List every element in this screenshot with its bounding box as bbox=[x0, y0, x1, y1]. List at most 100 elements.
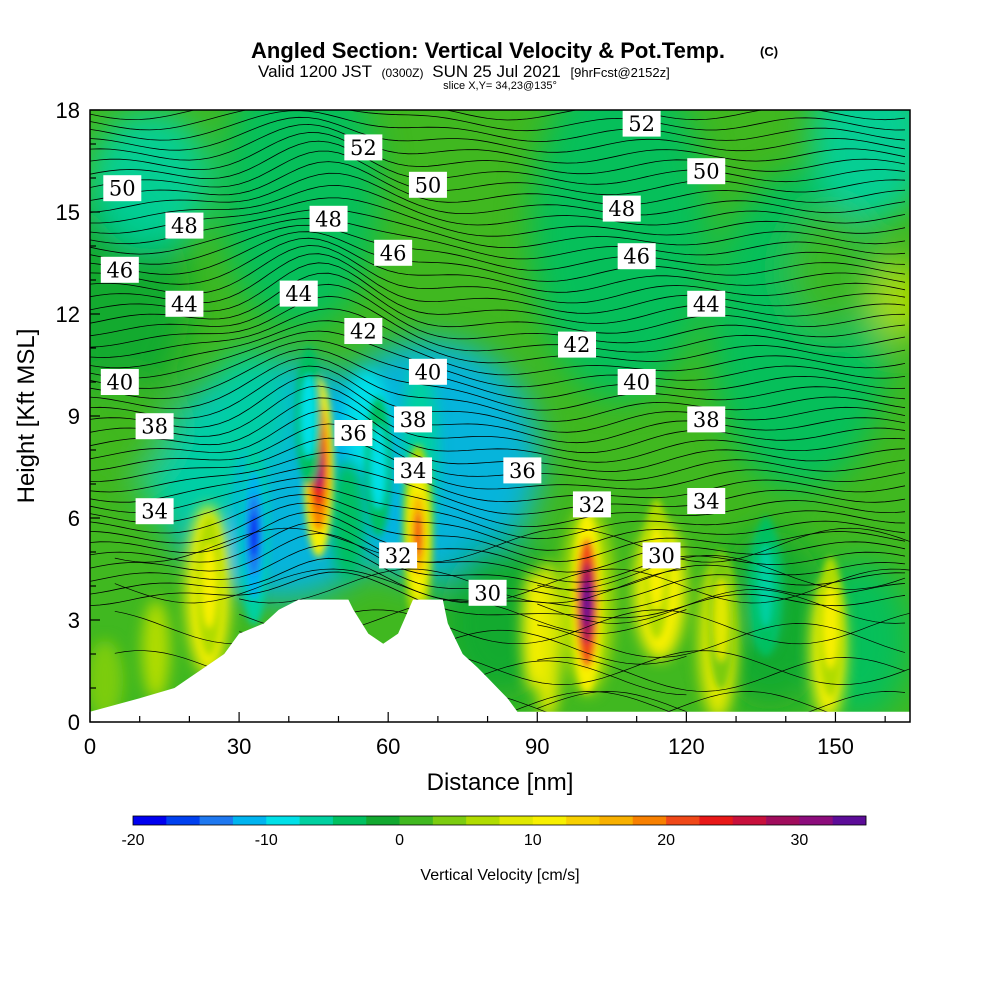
colorbar-swatch bbox=[699, 816, 734, 825]
theta-contour-line bbox=[90, 123, 906, 164]
contour-value: 40 bbox=[415, 360, 442, 384]
theta-contour-line bbox=[114, 527, 910, 563]
colorbar-swatch bbox=[532, 816, 567, 825]
theta-contour-line bbox=[90, 532, 906, 593]
velocity-cell bbox=[822, 584, 839, 669]
colorbar-frame bbox=[132, 815, 867, 826]
colorbar-tick-label: -10 bbox=[255, 832, 278, 849]
theta-contour-line bbox=[90, 237, 906, 293]
contour-value: 44 bbox=[285, 282, 312, 306]
theta-contour-line bbox=[90, 385, 906, 454]
contour-label: 30 bbox=[468, 579, 507, 606]
field-patch bbox=[220, 110, 380, 330]
theta-contour-line bbox=[537, 657, 906, 692]
colorbar-swatch bbox=[366, 816, 400, 825]
velocity-cell bbox=[713, 578, 729, 662]
theta-contour-line bbox=[90, 356, 906, 422]
valid-date: SUN 25 Jul 2021 bbox=[432, 62, 561, 81]
theta-contours bbox=[90, 110, 910, 722]
colorbar-tick-label: 10 bbox=[524, 832, 542, 849]
contour-label: 48 bbox=[602, 195, 641, 222]
y-tick-label: 12 bbox=[56, 302, 80, 327]
theta-contour-line bbox=[90, 110, 906, 142]
contour-value: 40 bbox=[623, 371, 650, 395]
y-tick-label: 6 bbox=[68, 506, 80, 531]
contour-label: 46 bbox=[617, 243, 656, 270]
theta-contour-line bbox=[537, 555, 906, 590]
valid-prefix: Valid 1200 JST bbox=[258, 62, 372, 81]
contour-value: 38 bbox=[141, 415, 168, 439]
contour-value: 46 bbox=[623, 245, 650, 269]
colorbar-tick-label: -20 bbox=[121, 832, 144, 849]
x-axis: 0 30 60 90 120 150 bbox=[84, 712, 886, 759]
contour-label: 32 bbox=[572, 491, 611, 518]
forecast-label: [9hrFcst@2152z] bbox=[571, 65, 670, 80]
theta-contour-line bbox=[239, 568, 687, 604]
contour-value: 42 bbox=[564, 333, 591, 357]
theta-contour-line bbox=[90, 571, 906, 619]
colorbar-swatch bbox=[666, 816, 700, 825]
contour-label: 50 bbox=[103, 175, 142, 202]
contour-label: 50 bbox=[687, 158, 726, 185]
y-tick-label: 18 bbox=[56, 98, 80, 123]
contour-label: 46 bbox=[100, 256, 139, 283]
valid-utc: (0300Z) bbox=[381, 66, 423, 80]
colorbar-tick-label: 20 bbox=[657, 832, 675, 849]
field-band bbox=[522, 570, 542, 690]
y-tick-label: 0 bbox=[68, 710, 80, 735]
contour-labels: 52 52 50 50 50 48 48 48 46 46 46 44 44 44 42 42 40 40 40 38… bbox=[100, 110, 726, 606]
copyright-mark: (C) bbox=[760, 44, 778, 59]
chart-title: Angled Section: Vertical Velocity & Pot.… bbox=[251, 38, 725, 63]
theta-contour-line bbox=[90, 522, 906, 583]
theta-contour-line bbox=[90, 197, 906, 237]
contour-label: 52 bbox=[344, 134, 383, 161]
y-tick-label: 15 bbox=[56, 200, 80, 225]
colorbar-tick-label: 30 bbox=[790, 832, 808, 849]
theta-contour-line bbox=[90, 231, 906, 282]
contour-label: 40 bbox=[617, 369, 656, 395]
y-tick-label: 9 bbox=[68, 404, 80, 429]
theta-contour-line bbox=[90, 253, 906, 314]
theta-contour-line bbox=[90, 140, 906, 185]
contour-value: 34 bbox=[693, 490, 720, 514]
colorbar-swatch bbox=[732, 816, 767, 825]
x-tick-label: 30 bbox=[227, 734, 251, 759]
contour-label: 42 bbox=[344, 318, 383, 344]
contour-value: 50 bbox=[109, 177, 136, 201]
colorbar-swatch bbox=[466, 816, 500, 825]
field-patch bbox=[810, 110, 910, 220]
theta-contour-line bbox=[90, 245, 906, 304]
contour-label: 36 bbox=[334, 420, 373, 446]
contour-value: 52 bbox=[350, 136, 377, 160]
theta-contour-line bbox=[90, 375, 906, 444]
contour-label: 34 bbox=[687, 488, 726, 514]
colorbar-swatch bbox=[399, 816, 434, 825]
contour-label: 38 bbox=[687, 406, 726, 433]
colorbar-swatch bbox=[632, 816, 667, 825]
x-tick-label: 0 bbox=[84, 734, 96, 759]
theta-contour-line bbox=[90, 451, 906, 503]
contour-value: 30 bbox=[648, 544, 675, 568]
contour-label: 48 bbox=[165, 212, 204, 239]
x-tick-label: 60 bbox=[376, 734, 400, 759]
field-core-layer bbox=[196, 346, 844, 697]
theta-contour-line bbox=[90, 465, 906, 515]
terrain bbox=[90, 599, 910, 722]
contour-label: 36 bbox=[503, 457, 542, 484]
theta-contour-line bbox=[90, 283, 906, 344]
theta-contour-line bbox=[90, 308, 906, 364]
theta-contour-line bbox=[90, 365, 906, 433]
colorbar-swatch bbox=[299, 816, 334, 825]
contour-label: 48 bbox=[309, 205, 348, 232]
theta-contour-line bbox=[90, 502, 906, 562]
x-tick-label: 90 bbox=[525, 734, 549, 759]
velocity-cell bbox=[300, 374, 317, 458]
contour-value: 48 bbox=[315, 207, 342, 231]
theta-contour-line bbox=[90, 116, 906, 153]
theta-contour-line bbox=[90, 330, 906, 388]
theta-contour-line bbox=[90, 476, 906, 528]
velocity-cell bbox=[758, 544, 774, 628]
velocity-cell bbox=[250, 512, 258, 558]
field-band bbox=[142, 600, 170, 700]
